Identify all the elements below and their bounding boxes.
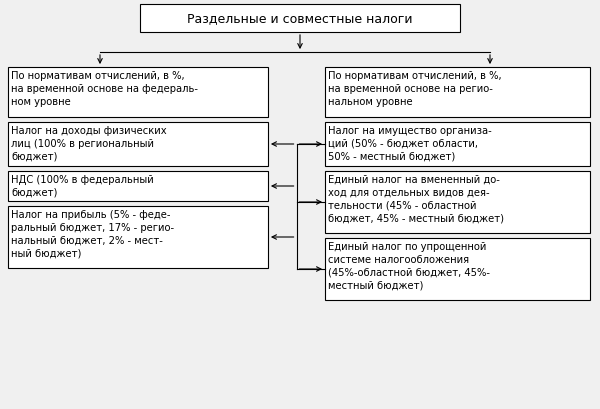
Text: Налог на прибыль (5% - феде-
ральный бюджет, 17% - регио-
нальный бюджет, 2% - м: Налог на прибыль (5% - феде- ральный бюд… bbox=[11, 209, 174, 258]
Text: Раздельные и совместные налоги: Раздельные и совместные налоги bbox=[187, 12, 413, 25]
FancyBboxPatch shape bbox=[8, 172, 268, 202]
FancyBboxPatch shape bbox=[325, 123, 590, 166]
Text: Налог на доходы физических
лиц (100% в региональный
бюджет): Налог на доходы физических лиц (100% в р… bbox=[11, 126, 167, 161]
FancyBboxPatch shape bbox=[325, 172, 590, 234]
FancyBboxPatch shape bbox=[140, 5, 460, 33]
FancyBboxPatch shape bbox=[325, 238, 590, 300]
FancyBboxPatch shape bbox=[8, 123, 268, 166]
FancyBboxPatch shape bbox=[325, 68, 590, 118]
Text: НДС (100% в федеральный
бюджет): НДС (100% в федеральный бюджет) bbox=[11, 175, 154, 198]
Text: Налог на имущество организа-
ций (50% - бюджет области,
50% - местный бюджет): Налог на имущество организа- ций (50% - … bbox=[328, 126, 492, 161]
Text: По нормативам отчислений, в %,
на временной основе на федераль-
ном уровне: По нормативам отчислений, в %, на времен… bbox=[11, 71, 198, 106]
Text: Единый налог на вмененный до-
ход для отдельных видов дея-
тельности (45% - обла: Единый налог на вмененный до- ход для от… bbox=[328, 175, 504, 223]
Text: По нормативам отчислений, в %,
на временной основе на регио-
нальном уровне: По нормативам отчислений, в %, на времен… bbox=[328, 71, 502, 106]
FancyBboxPatch shape bbox=[8, 68, 268, 118]
FancyBboxPatch shape bbox=[8, 207, 268, 268]
Text: Единый налог по упрощенной
системе налогообложения
(45%-областной бюджет, 45%-
м: Единый налог по упрощенной системе налог… bbox=[328, 241, 490, 290]
